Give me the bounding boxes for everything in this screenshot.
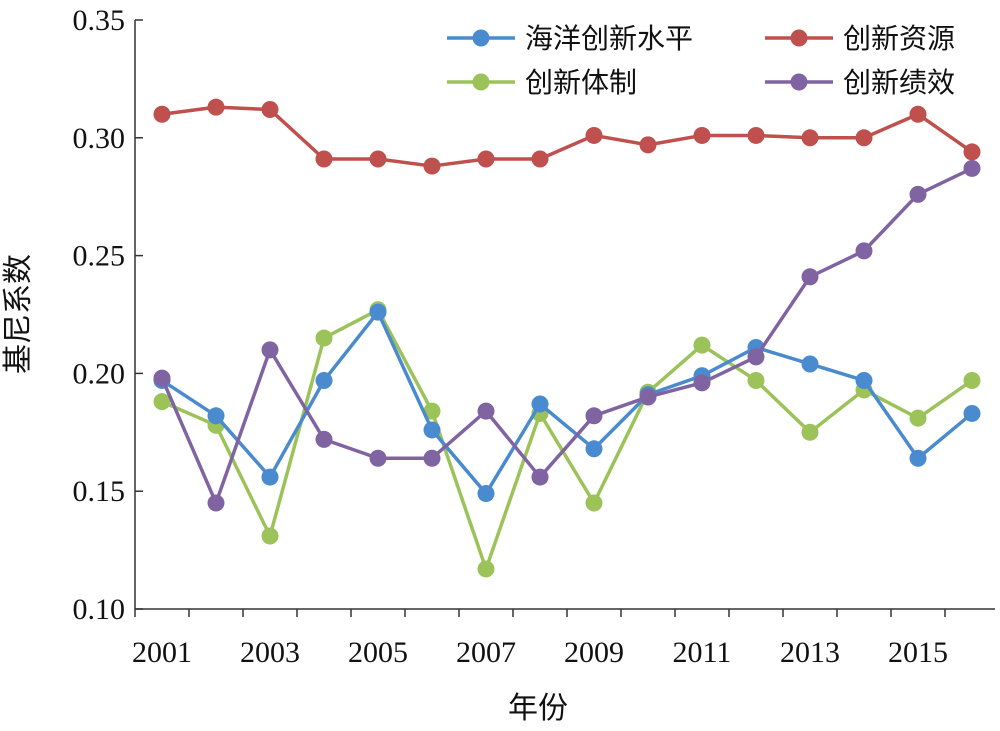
legend-item: 创新绩效: [765, 66, 955, 99]
legend-label: 创新体制: [525, 66, 637, 99]
legend-swatch-marker: [472, 29, 490, 47]
data-point: [261, 468, 279, 486]
data-point: [153, 105, 171, 123]
series-layer: [153, 98, 981, 578]
data-point: [585, 407, 603, 425]
data-point: [639, 136, 657, 154]
legend-label: 创新绩效: [843, 66, 955, 99]
data-point: [261, 527, 279, 545]
data-point: [909, 409, 927, 427]
legend-label: 海洋创新水平: [525, 22, 693, 55]
legend-item: 创新资源: [765, 22, 955, 55]
data-point: [477, 402, 495, 420]
data-point: [369, 303, 387, 321]
data-point: [315, 329, 333, 347]
data-point: [909, 185, 927, 203]
series-line: [161, 308, 974, 571]
x-ticks: 2001 2003 2005 2007 2009 2011 2013 2015: [132, 609, 948, 669]
legend-label: 创新资源: [843, 22, 955, 55]
data-point: [855, 242, 873, 260]
axes: [134, 20, 995, 610]
data-point: [801, 129, 819, 147]
y-tick-label: 0.25: [73, 240, 126, 273]
y-tick-label: 0.35: [73, 4, 126, 37]
data-point: [909, 105, 927, 123]
y-axis-title: 基尼系数: [1, 254, 36, 374]
data-point: [585, 126, 603, 144]
data-point: [963, 404, 981, 422]
data-point: [963, 143, 981, 161]
data-point: [801, 355, 819, 373]
data-point: [261, 101, 279, 119]
series-line: [160, 166, 973, 505]
data-point: [315, 371, 333, 389]
legend-swatch-marker: [790, 29, 808, 47]
series-line: [161, 310, 974, 496]
data-point: [909, 449, 927, 467]
data-point: [477, 560, 495, 578]
data-point: [693, 336, 711, 354]
data-point: [963, 159, 981, 177]
x-tick-label: 2013: [780, 636, 840, 669]
data-point: [747, 126, 765, 144]
series-1: [153, 303, 981, 503]
x-tick-label: 2005: [348, 636, 408, 669]
data-point: [477, 150, 495, 168]
legend-swatch-marker: [472, 73, 490, 91]
series-3: [153, 301, 981, 578]
data-point: [477, 485, 495, 503]
data-point: [207, 407, 225, 425]
data-point: [315, 430, 333, 448]
data-point: [531, 395, 549, 413]
data-point: [423, 449, 441, 467]
data-point: [531, 468, 549, 486]
data-point: [423, 421, 441, 439]
y-tick-label: 0.15: [73, 475, 126, 508]
x-axis-title: 年份: [508, 691, 568, 726]
data-point: [693, 374, 711, 392]
data-point: [639, 388, 657, 406]
data-point: [693, 126, 711, 144]
x-tick-label: 2015: [888, 636, 948, 669]
y-tick-label: 0.20: [73, 357, 126, 390]
data-point: [369, 150, 387, 168]
x-tick-label: 2011: [673, 636, 732, 669]
x-tick-label: 2001: [132, 636, 192, 669]
data-point: [315, 150, 333, 168]
data-point: [207, 494, 225, 512]
data-point: [855, 371, 873, 389]
data-point: [423, 402, 441, 420]
y-tick-label: 0.10: [73, 593, 126, 626]
x-tick-label: 2009: [564, 636, 624, 669]
data-point: [585, 494, 603, 512]
series-line: [161, 105, 974, 168]
series-2: [153, 98, 981, 175]
legend-item: 创新体制: [447, 66, 637, 99]
legend-swatch-marker: [790, 73, 808, 91]
data-point: [261, 341, 279, 359]
data-point: [963, 371, 981, 389]
data-point: [801, 423, 819, 441]
data-point: [531, 150, 549, 168]
data-point: [855, 129, 873, 147]
y-ticks: 0.10 0.15 0.20 0.25 0.30 0.35: [73, 4, 143, 626]
data-point: [153, 393, 171, 411]
series-4: [153, 159, 981, 512]
data-point: [747, 348, 765, 366]
data-point: [153, 369, 171, 387]
data-point: [423, 157, 441, 175]
data-point: [747, 371, 765, 389]
x-tick-label: 2003: [240, 636, 300, 669]
data-point: [585, 440, 603, 458]
data-point: [369, 449, 387, 467]
data-point: [801, 268, 819, 286]
data-point: [207, 98, 225, 116]
legend-item: 海洋创新水平: [447, 22, 693, 55]
y-tick-label: 0.30: [73, 122, 126, 155]
x-tick-label: 2007: [456, 636, 516, 669]
